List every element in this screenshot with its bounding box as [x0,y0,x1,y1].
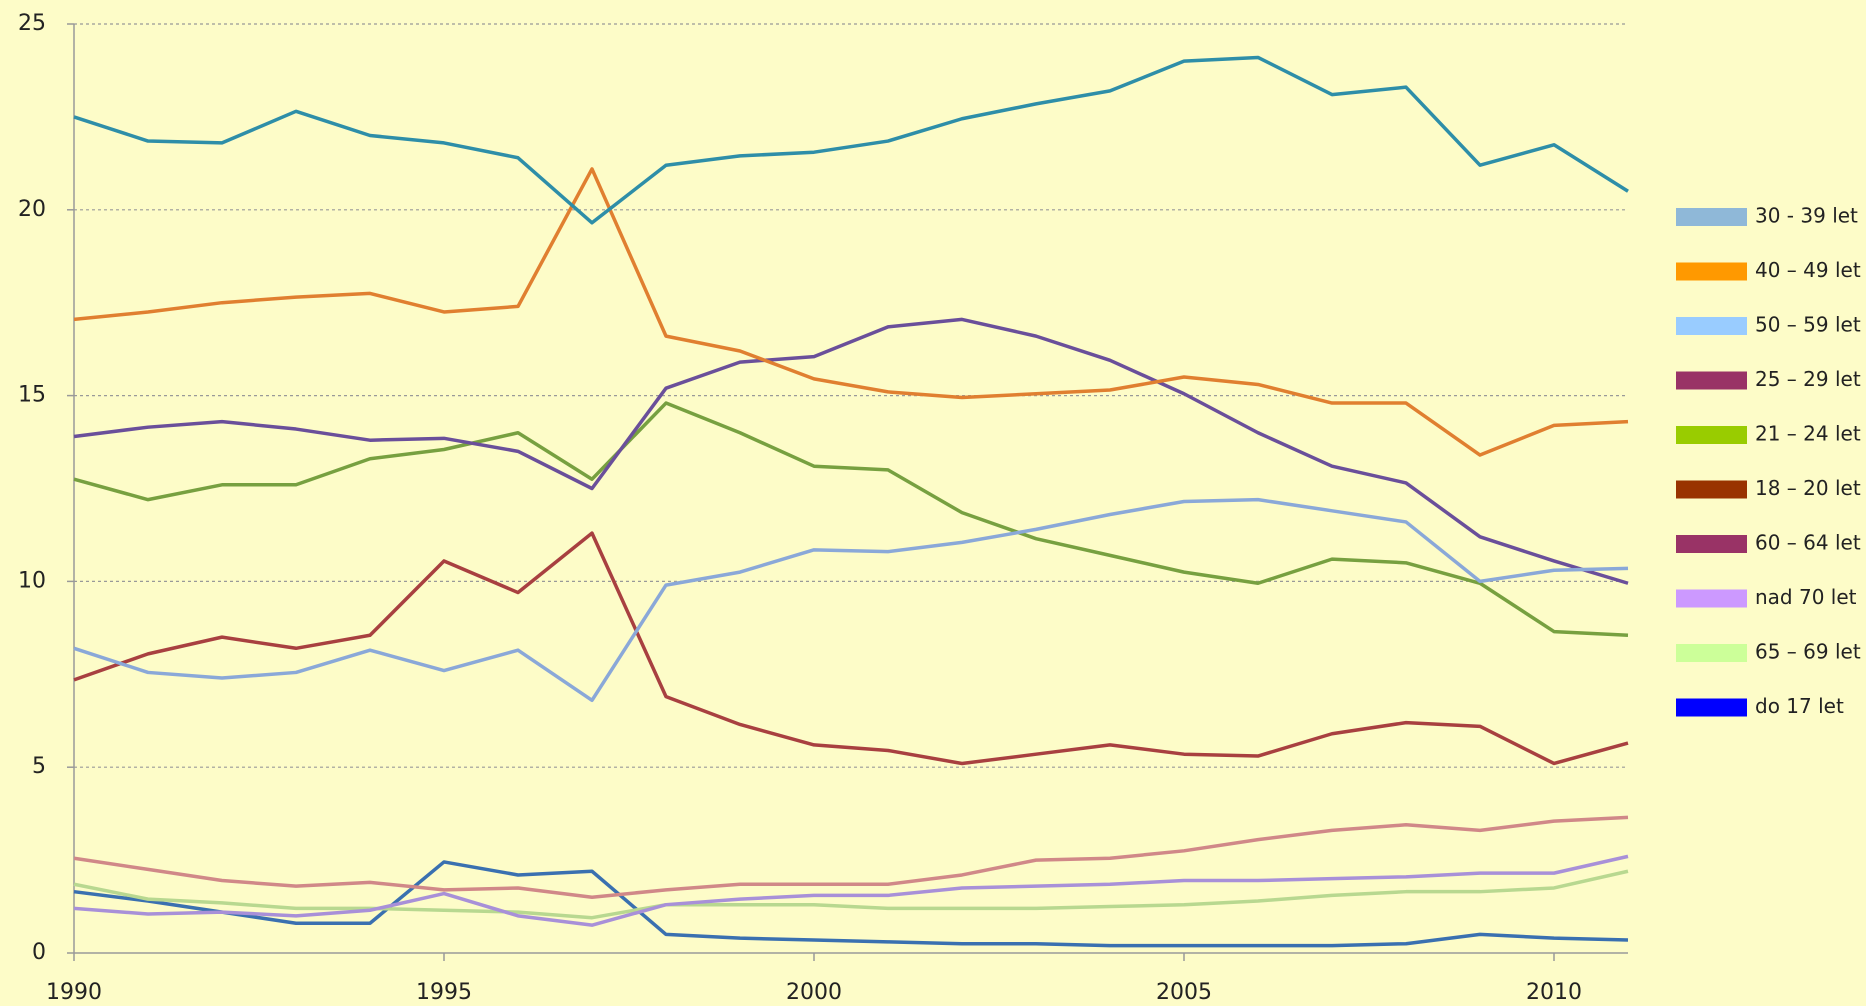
y-tick-label: 20 [18,197,46,222]
legend-swatch [1676,426,1747,444]
legend-swatch [1676,262,1747,281]
series-line [73,815,1629,900]
y-tick-label: 25 [18,11,46,36]
series-line [73,55,1629,225]
series-line [73,869,1629,920]
x-tick-label: 2010 [1526,980,1582,1005]
legend-swatch [1676,589,1747,608]
series-line [73,497,1629,703]
legend-swatch [1676,371,1747,390]
legend-label: 21 – 24 let [1755,422,1861,446]
legend-label: 50 – 59 let [1755,313,1861,337]
y-tick-label: 5 [32,754,46,779]
legend-label: 25 – 29 let [1755,367,1861,391]
series-line [73,531,1629,766]
x-tick-label: 2000 [786,980,842,1005]
y-tick-label: 10 [18,568,46,593]
series-line [73,167,1629,457]
legend-swatch [1676,698,1747,717]
series-line [73,854,1629,927]
y-tick-label: 15 [18,383,46,408]
legend-swatch [1676,480,1747,499]
legend-label: 65 – 69 let [1755,640,1861,664]
legend-label: do 17 let [1755,694,1844,718]
legend-swatch [1676,644,1747,662]
legend-swatch [1676,317,1747,335]
legend-label: 18 – 20 let [1755,476,1861,500]
legend-swatch [1676,535,1747,553]
series-line [73,860,1629,948]
legend-label: nad 70 let [1755,585,1857,609]
x-tick-label: 2005 [1156,980,1212,1005]
x-tick-label: 1990 [46,980,102,1005]
legend-swatch [1676,208,1747,226]
legend-label: 60 – 64 let [1755,531,1861,555]
legend-label: 30 - 39 let [1755,204,1858,228]
series-line [73,401,1629,638]
x-tick-label: 1995 [416,980,472,1005]
y-tick-label: 0 [32,940,46,965]
series-line [73,317,1629,585]
legend-label: 40 – 49 let [1755,258,1861,282]
